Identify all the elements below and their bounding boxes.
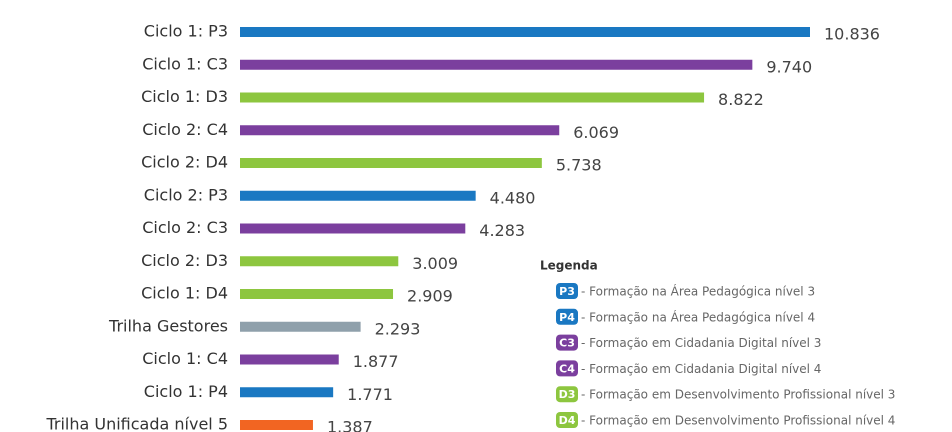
value-label: 2.909 xyxy=(407,287,453,306)
category-label: Trilha Unificada nível 5 xyxy=(45,415,228,432)
bar xyxy=(240,387,334,398)
category-label: Ciclo 2: D4 xyxy=(141,153,228,172)
value-label: 4.283 xyxy=(479,221,525,240)
bar xyxy=(240,190,476,201)
category-label: Ciclo 1: D4 xyxy=(141,284,228,303)
category-label: Ciclo 1: P3 xyxy=(144,22,228,41)
value-label: 8.822 xyxy=(718,90,764,109)
bar xyxy=(240,223,466,234)
bar xyxy=(240,420,313,430)
category-label: Ciclo 1: D3 xyxy=(141,87,228,106)
bar xyxy=(240,321,361,332)
legend-code: P3 xyxy=(559,285,575,298)
legend-code: C4 xyxy=(559,362,575,375)
bar xyxy=(240,92,705,103)
legend-badge xyxy=(556,283,578,299)
value-label: 9.740 xyxy=(766,57,812,76)
value-label: 2.293 xyxy=(375,319,421,338)
category-label: Ciclo 1: C3 xyxy=(142,54,228,73)
legend-badge xyxy=(556,334,578,351)
category-label: Ciclo 2: C3 xyxy=(142,218,228,237)
category-label: Trilha Gestores xyxy=(108,316,228,335)
legend-code: P4 xyxy=(559,311,575,324)
bar xyxy=(240,158,542,168)
legend-text: - Formação em Cidadania Digital nível 3 xyxy=(581,336,821,350)
category-label: Ciclo 2: C4 xyxy=(142,120,228,139)
legend-code: C3 xyxy=(559,337,575,350)
category-label: Ciclo 2: D3 xyxy=(141,251,228,270)
value-label: 5.738 xyxy=(556,156,602,175)
category-label: Ciclo 1: C4 xyxy=(142,349,228,368)
value-label: 1.387 xyxy=(327,418,373,432)
legend-badge xyxy=(556,308,578,325)
value-label: 1.877 xyxy=(353,352,399,371)
legend-text: - Formação em Cidadania Digital nível 4 xyxy=(581,362,821,376)
legend-title: Legenda xyxy=(540,259,598,273)
value-label: 6.069 xyxy=(573,123,619,142)
category-label: Ciclo 1: P4 xyxy=(144,382,228,401)
category-label: Ciclo 2: P3 xyxy=(144,185,228,204)
bar xyxy=(240,59,753,70)
legend-badge xyxy=(556,360,578,377)
bar xyxy=(240,289,394,299)
legend-badge xyxy=(556,386,578,403)
value-label: 4.480 xyxy=(490,188,536,207)
value-label: 3.009 xyxy=(412,254,458,273)
legend-text: - Formação em Desenvolvimento Profission… xyxy=(581,414,895,428)
legend-text: - Formação na Área Pedagógica nível 4 xyxy=(581,309,815,324)
value-label: 1.771 xyxy=(347,385,393,404)
bar xyxy=(240,354,339,365)
legend-badge xyxy=(556,412,578,428)
value-label: 10.836 xyxy=(824,25,880,44)
bar xyxy=(240,256,399,267)
legend-code: D3 xyxy=(559,388,576,401)
legend-code: D4 xyxy=(559,414,576,427)
bar xyxy=(240,27,810,37)
bar xyxy=(240,125,560,136)
legend-text: - Formação em Desenvolvimento Profission… xyxy=(581,388,895,402)
legend-text: - Formação na Área Pedagógica nível 3 xyxy=(581,284,815,299)
